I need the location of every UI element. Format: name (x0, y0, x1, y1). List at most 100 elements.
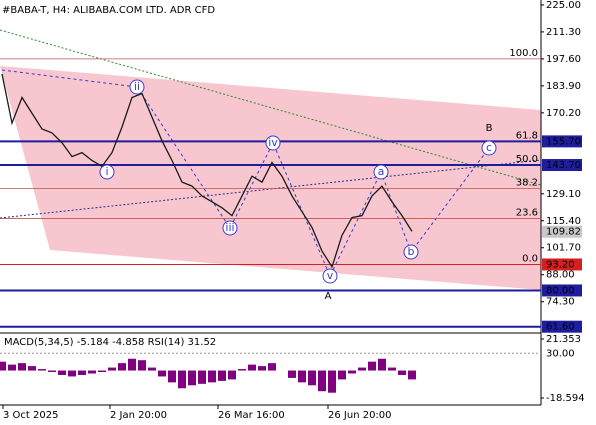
wave-label: b (408, 245, 415, 258)
wave-circle (322, 268, 338, 284)
y-tick-label: 211.30 (546, 27, 581, 38)
macd-bar (248, 364, 256, 371)
fib-label: 100.0 (509, 48, 538, 59)
wave-circle (222, 220, 238, 236)
y-tick-label: 88.00 (546, 270, 575, 281)
macd-bar (138, 360, 146, 371)
macd-bar (38, 369, 46, 371)
macd-bar (88, 370, 96, 374)
level-label: 155.70 (546, 136, 581, 147)
corrective-label: B (486, 123, 493, 134)
fib-label: 0.0 (522, 253, 538, 264)
chart-title: #BABA-T, H4: ALIBABA.COM LTD. ADR CFD (2, 5, 215, 16)
macd-bar (318, 370, 326, 392)
macd-bar (258, 366, 266, 371)
macd-bar (288, 370, 296, 378)
indicator-title: MACD(5,34,5) -5.184 -4.858 RSI(14) 31.52 (4, 337, 216, 348)
macd-bar (328, 370, 336, 393)
macd-bar (388, 367, 396, 371)
level-label: 93.20 (546, 259, 575, 270)
wave-circle (265, 135, 281, 151)
wave-label: c (486, 141, 492, 154)
x-tick-label: 26 Jun 20:00 (328, 410, 392, 421)
y-tick-label: 225.00 (546, 0, 581, 11)
y-tick-label: 74.30 (546, 297, 575, 308)
y-tick-label: -18.594 (546, 393, 585, 404)
wave-label: i (105, 165, 108, 178)
macd-bar (398, 370, 406, 375)
macd-bar (308, 370, 316, 386)
fib-label: 23.6 (516, 208, 538, 219)
macd-bar (338, 370, 346, 380)
level-label: 143.70 (546, 160, 581, 171)
macd-bar (68, 370, 76, 377)
macd-bar (8, 364, 16, 371)
level-label: 61.60 (546, 322, 575, 333)
x-tick-label: 3 Oct 2025 (3, 410, 58, 421)
x-tick-label: 2 Jan 20:00 (110, 410, 167, 421)
macd-bar (168, 370, 176, 383)
wave-path (1, 69, 490, 278)
wave-circle (481, 140, 497, 156)
macd-bar (108, 367, 116, 371)
x-tick-label: 26 Mar 16:00 (218, 410, 285, 421)
fib-label: 61.8 (516, 130, 538, 141)
fib-label: 38.2 (516, 178, 538, 189)
macd-bar (78, 370, 86, 375)
macd-bar (48, 370, 56, 373)
level-tag (542, 225, 582, 238)
macd-bar (378, 358, 386, 371)
wave-circle (373, 164, 389, 180)
macd-bar (28, 366, 36, 371)
price-line (1, 73, 413, 269)
level-tag (542, 320, 582, 333)
level-label: 109.82 (546, 227, 581, 238)
channel (0, 66, 541, 290)
macd-bar (238, 369, 246, 371)
macd-bar (268, 363, 276, 371)
wave-label: iv (268, 136, 278, 149)
wave-circle (129, 79, 145, 95)
y-tick-label: 129.10 (546, 189, 581, 200)
macd-bar (188, 370, 196, 386)
y-tick-label: 170.20 (546, 108, 581, 119)
macd-bar (18, 363, 26, 371)
fib-label: 50.0 (516, 154, 538, 165)
level-tag (542, 258, 582, 271)
macd-bar (368, 361, 376, 371)
trend-line (0, 29, 542, 186)
macd-bar (298, 370, 306, 383)
macd-bar (118, 363, 126, 371)
macd-bar (208, 370, 216, 383)
level-tag (542, 159, 582, 172)
macd-bar (178, 370, 186, 389)
macd-bar (218, 370, 226, 381)
wave-label: v (327, 269, 334, 282)
level-label: 80.00 (546, 285, 575, 296)
macd-bar (358, 367, 366, 371)
wave-label: a (378, 165, 385, 178)
macd-bar (158, 370, 166, 377)
level-tag (542, 135, 582, 148)
macd-bar (348, 370, 356, 374)
wave-label: ii (134, 80, 140, 93)
wave-circle (403, 244, 419, 260)
macd-bar (128, 358, 136, 371)
y-tick-label: 183.90 (546, 81, 581, 92)
y-tick-label: 30.00 (546, 348, 575, 359)
macd-bar (0, 361, 6, 371)
y-tick-label: 197.60 (546, 54, 581, 65)
macd-bar (228, 370, 236, 380)
macd-bar (198, 370, 206, 384)
wave-circle (99, 164, 115, 180)
macd-bar (148, 367, 156, 371)
y-tick-label: 115.40 (546, 216, 581, 227)
macd-bar (58, 370, 66, 375)
y-tick-label: 101.70 (546, 243, 581, 254)
macd-bar (98, 370, 106, 373)
wave-label: iii (225, 221, 234, 234)
macd-bar (408, 370, 416, 380)
corrective-label: A (325, 291, 332, 302)
y-tick-label: 21.353 (546, 334, 581, 345)
